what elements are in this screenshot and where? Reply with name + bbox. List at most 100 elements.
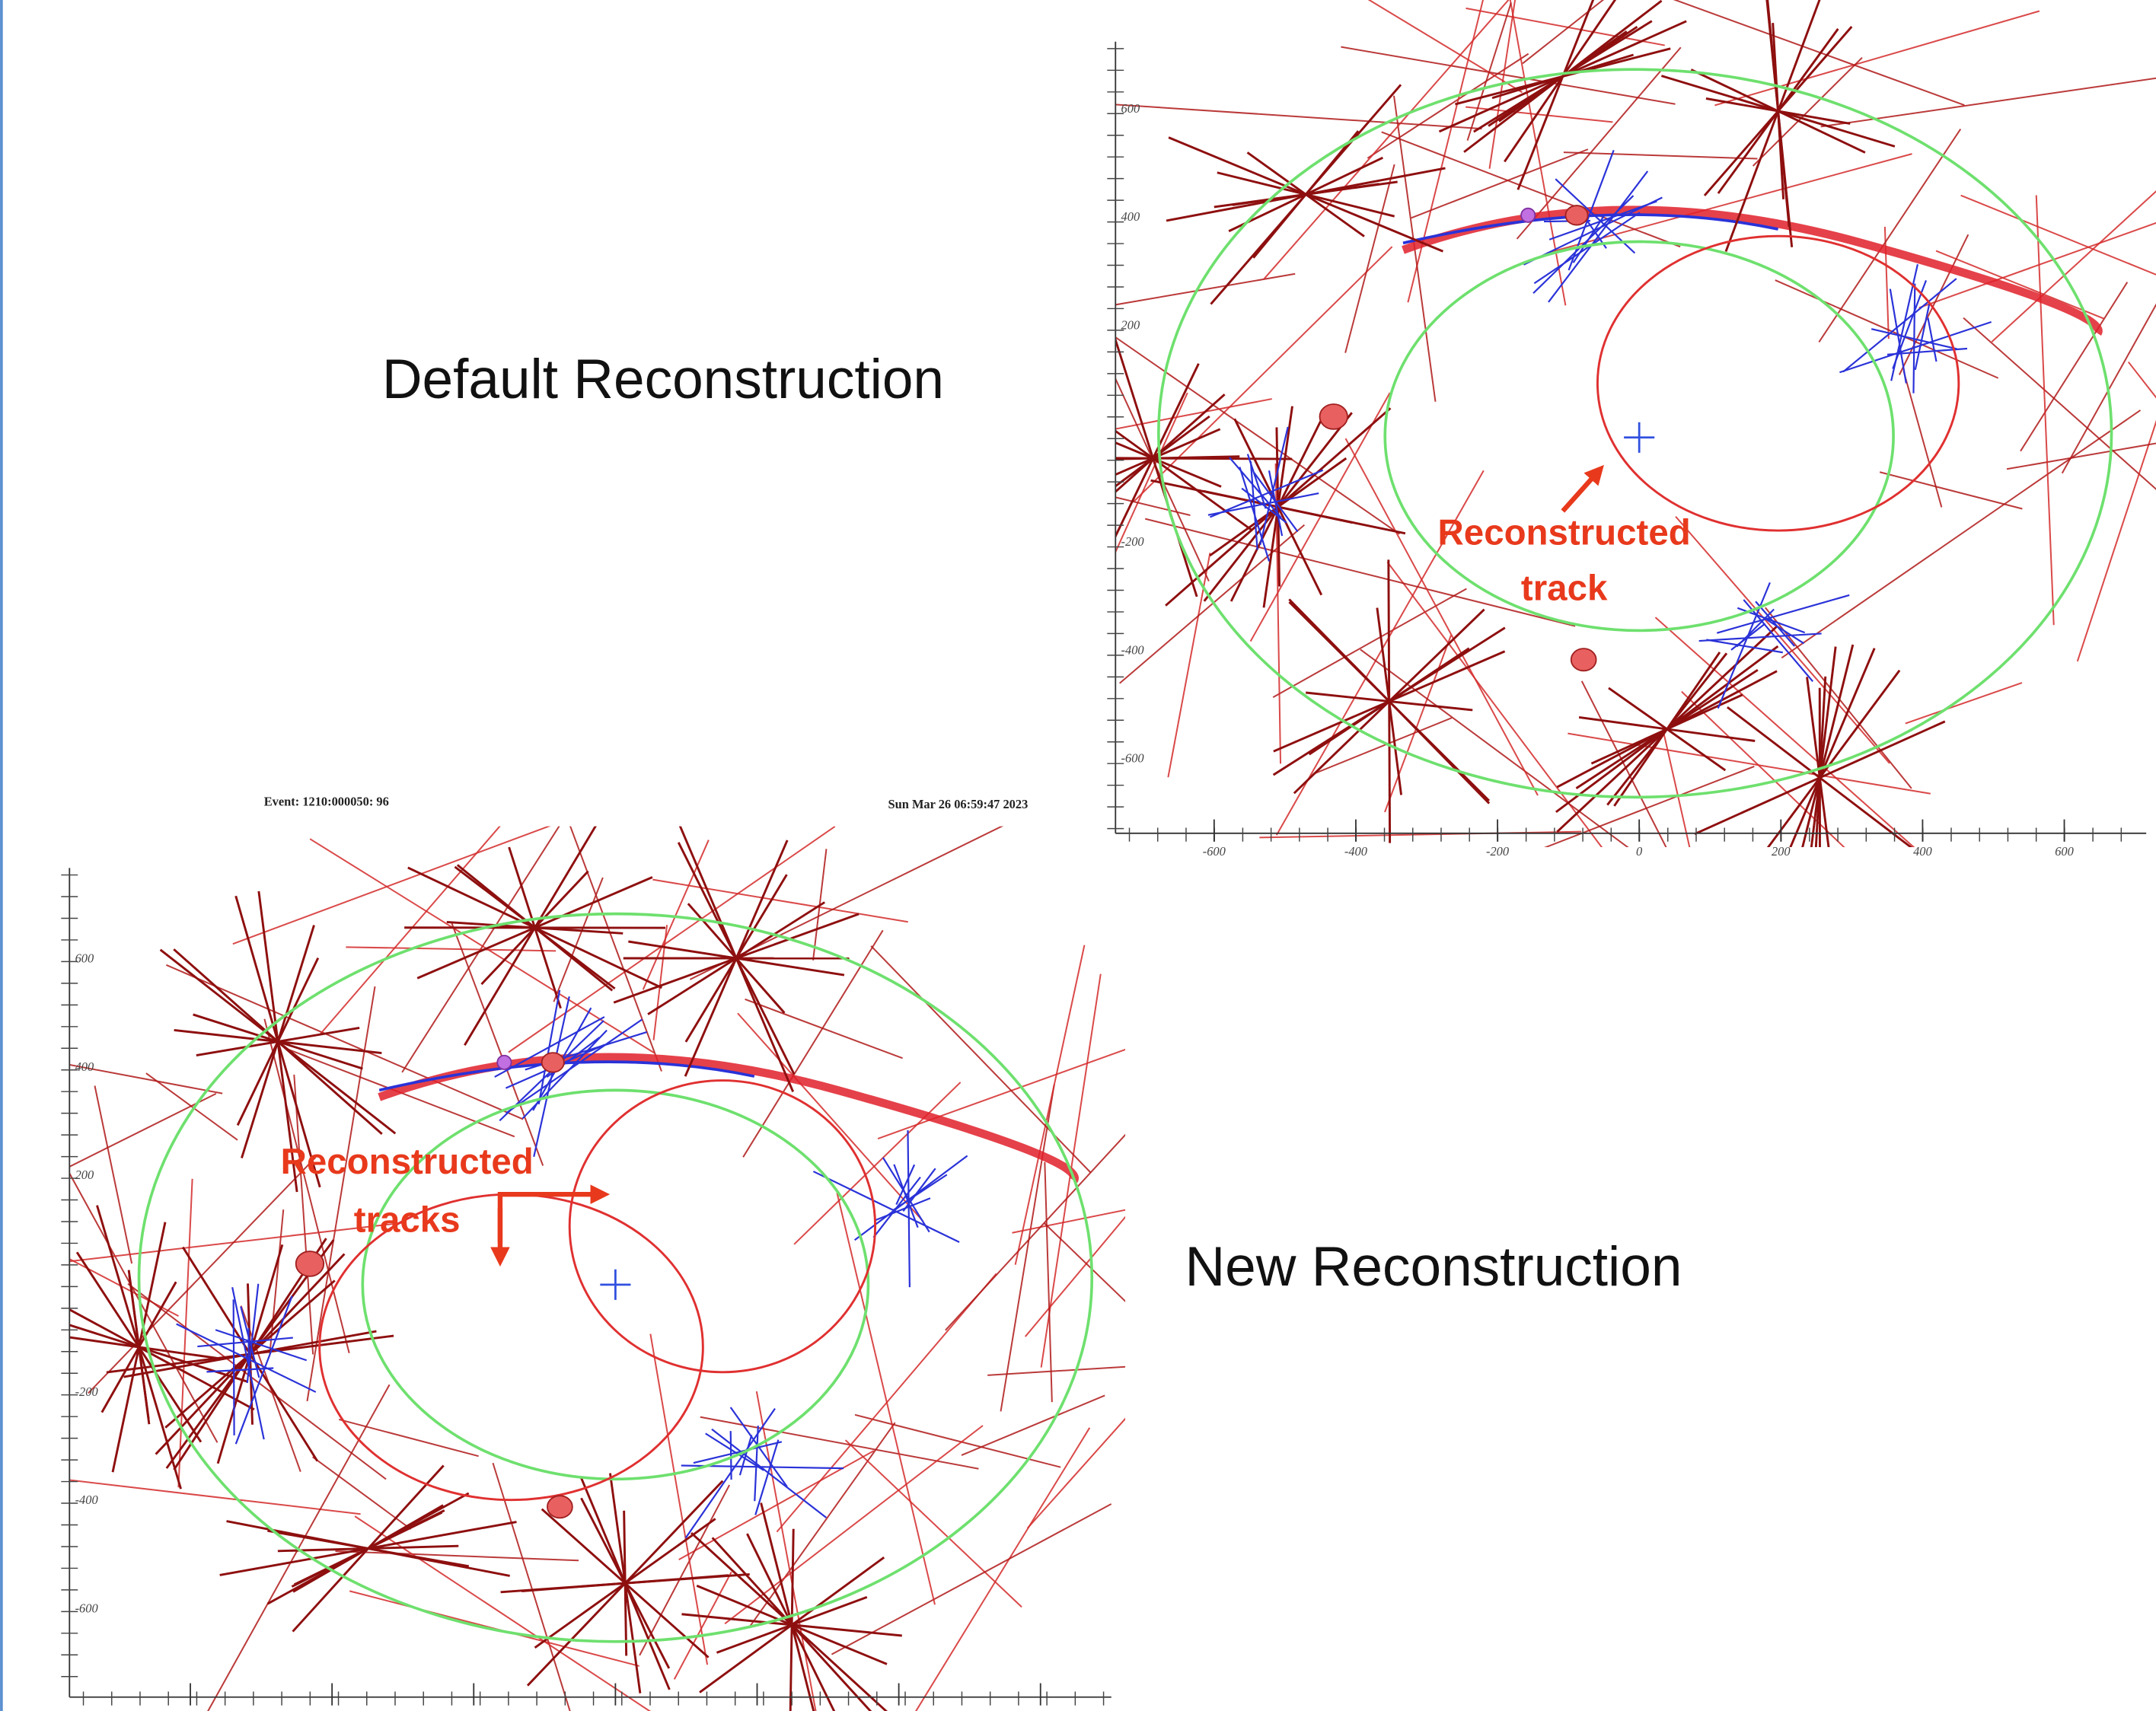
hit-segment [1903, 371, 1941, 507]
hit-segment [878, 1025, 1192, 1139]
shower-line [1247, 152, 1364, 236]
vertex-cross [1624, 422, 1654, 453]
cluster-blob [497, 1056, 511, 1069]
blue-segment [1913, 284, 1915, 393]
blue-segment [712, 1429, 826, 1518]
y-tick-label: 600 [1121, 101, 1140, 116]
blue-segment [1699, 633, 1822, 641]
hit-segment [355, 1516, 717, 1711]
annotation: Reconstructed [1438, 512, 1691, 553]
y-tick-label: -600 [75, 1601, 98, 1615]
blue-segment [1915, 302, 1930, 370]
shower-line [1609, 688, 1725, 770]
hit-segment [846, 1440, 1022, 1607]
hit-segment [1781, 410, 2140, 658]
x-tick-label: -600 [1203, 844, 1226, 859]
blue-segment [1210, 470, 1322, 518]
cluster-blob [1521, 209, 1535, 222]
blue-segment [740, 1435, 751, 1475]
hit-segment [1360, 649, 1644, 859]
x-tick-label: 600 [1031, 1708, 1050, 1711]
y-tick-label: -200 [75, 1384, 98, 1399]
hit-segment [33, 1058, 222, 1094]
blue-segment [686, 1409, 775, 1538]
y-tick-label: 600 [75, 951, 94, 966]
hit-segment [1821, 75, 2156, 127]
event-display: -600-400-2000200400600600400200-200-400-… [949, 0, 2156, 911]
hit-segment [1408, 0, 1507, 302]
hit-band [1403, 210, 2098, 333]
hit-segment [1385, 636, 1451, 812]
caption: Default Reconstruction [382, 349, 944, 410]
blue-segment [875, 1198, 930, 1220]
hit-segment [1027, 274, 1295, 320]
hit-segment [1387, 562, 1641, 900]
cluster-blob [547, 1496, 572, 1518]
y-tick-label: -400 [75, 1493, 98, 1507]
y-tick-label: 400 [1121, 209, 1140, 224]
detector [949, 0, 2156, 911]
hit-segment [1345, 164, 1395, 353]
x-tick-label: 200 [748, 1708, 767, 1711]
blue-segment [1843, 279, 1957, 371]
arrow [500, 1194, 600, 1243]
cluster-blob [542, 1053, 564, 1072]
cluster-blob [296, 1251, 324, 1276]
hit-segment [1264, 0, 1531, 279]
hit-segment [1963, 318, 2156, 556]
arrow [1563, 472, 1598, 511]
blue-segment [907, 1130, 909, 1287]
x-tick-label: 600 [2055, 844, 2074, 859]
hit-segment [1936, 251, 2104, 319]
hit-segment [1961, 196, 2156, 302]
hit-segment [21, 1222, 403, 1267]
hit-segment [1906, 683, 2022, 723]
detector [0, 684, 1269, 1711]
y-tick-label: 200 [75, 1168, 94, 1182]
hit-segment [837, 1193, 935, 1604]
hit-segment [335, 1551, 579, 1560]
hit-segment [639, 1485, 729, 1655]
hit-segment [1527, 766, 1755, 855]
y-tick-label: 200 [1121, 317, 1140, 332]
annotation: track [1521, 568, 1608, 608]
cluster-blob [1565, 206, 1587, 225]
hit-segment [0, 1469, 361, 1514]
blue-segment [731, 1431, 732, 1480]
hit-segment [1346, 438, 1538, 795]
event-header: Event: 1210:000050: 96 [264, 794, 389, 808]
hit-segment [738, 1013, 923, 1221]
hit-segment [871, 946, 1091, 1173]
y-tick-label: -400 [1121, 642, 1144, 657]
blue-segment [1743, 600, 1813, 681]
detector-outer [1159, 69, 2112, 797]
page: Default Reconstruction New Reconstructio… [0, 0, 2156, 1711]
hit-segment [264, 1019, 349, 1353]
event-display: -600-400-2000200400600600400200-200-400-… [0, 684, 1269, 1711]
x-tick-label: -400 [321, 1708, 343, 1711]
hit-segment [1045, 1162, 1051, 1402]
hit-segment [0, 1185, 179, 1316]
reconstructed-track [1597, 236, 1958, 531]
hit-segment [94, 1086, 132, 1264]
x-tick-label: -400 [1344, 844, 1367, 859]
hit-segment [346, 947, 556, 951]
annotation: tracks [354, 1200, 461, 1240]
hit-segment [1885, 227, 1889, 339]
hit-segment [2062, 209, 2156, 473]
hit-segment [146, 1073, 238, 1140]
date-header: Sun Mar 26 06:59:47 2023 [888, 797, 1028, 811]
hit-segment [1134, 247, 1392, 502]
x-tick-label: 0 [1636, 844, 1642, 859]
x-tick-label: 200 [1772, 844, 1791, 859]
hit-segment [906, 1428, 1090, 1711]
y-tick-label: -600 [1121, 751, 1144, 766]
reconstructed-track [569, 1081, 875, 1372]
cluster-blob [1319, 404, 1347, 429]
hit-segment [128, 1284, 386, 1480]
blue-segment [1928, 318, 1936, 362]
x-tick-label: 0 [612, 1708, 618, 1711]
y-tick-label: -200 [1121, 534, 1144, 549]
hit-segment [1714, 11, 2040, 106]
slide: Default Reconstruction New Reconstructio… [0, 0, 2156, 1711]
